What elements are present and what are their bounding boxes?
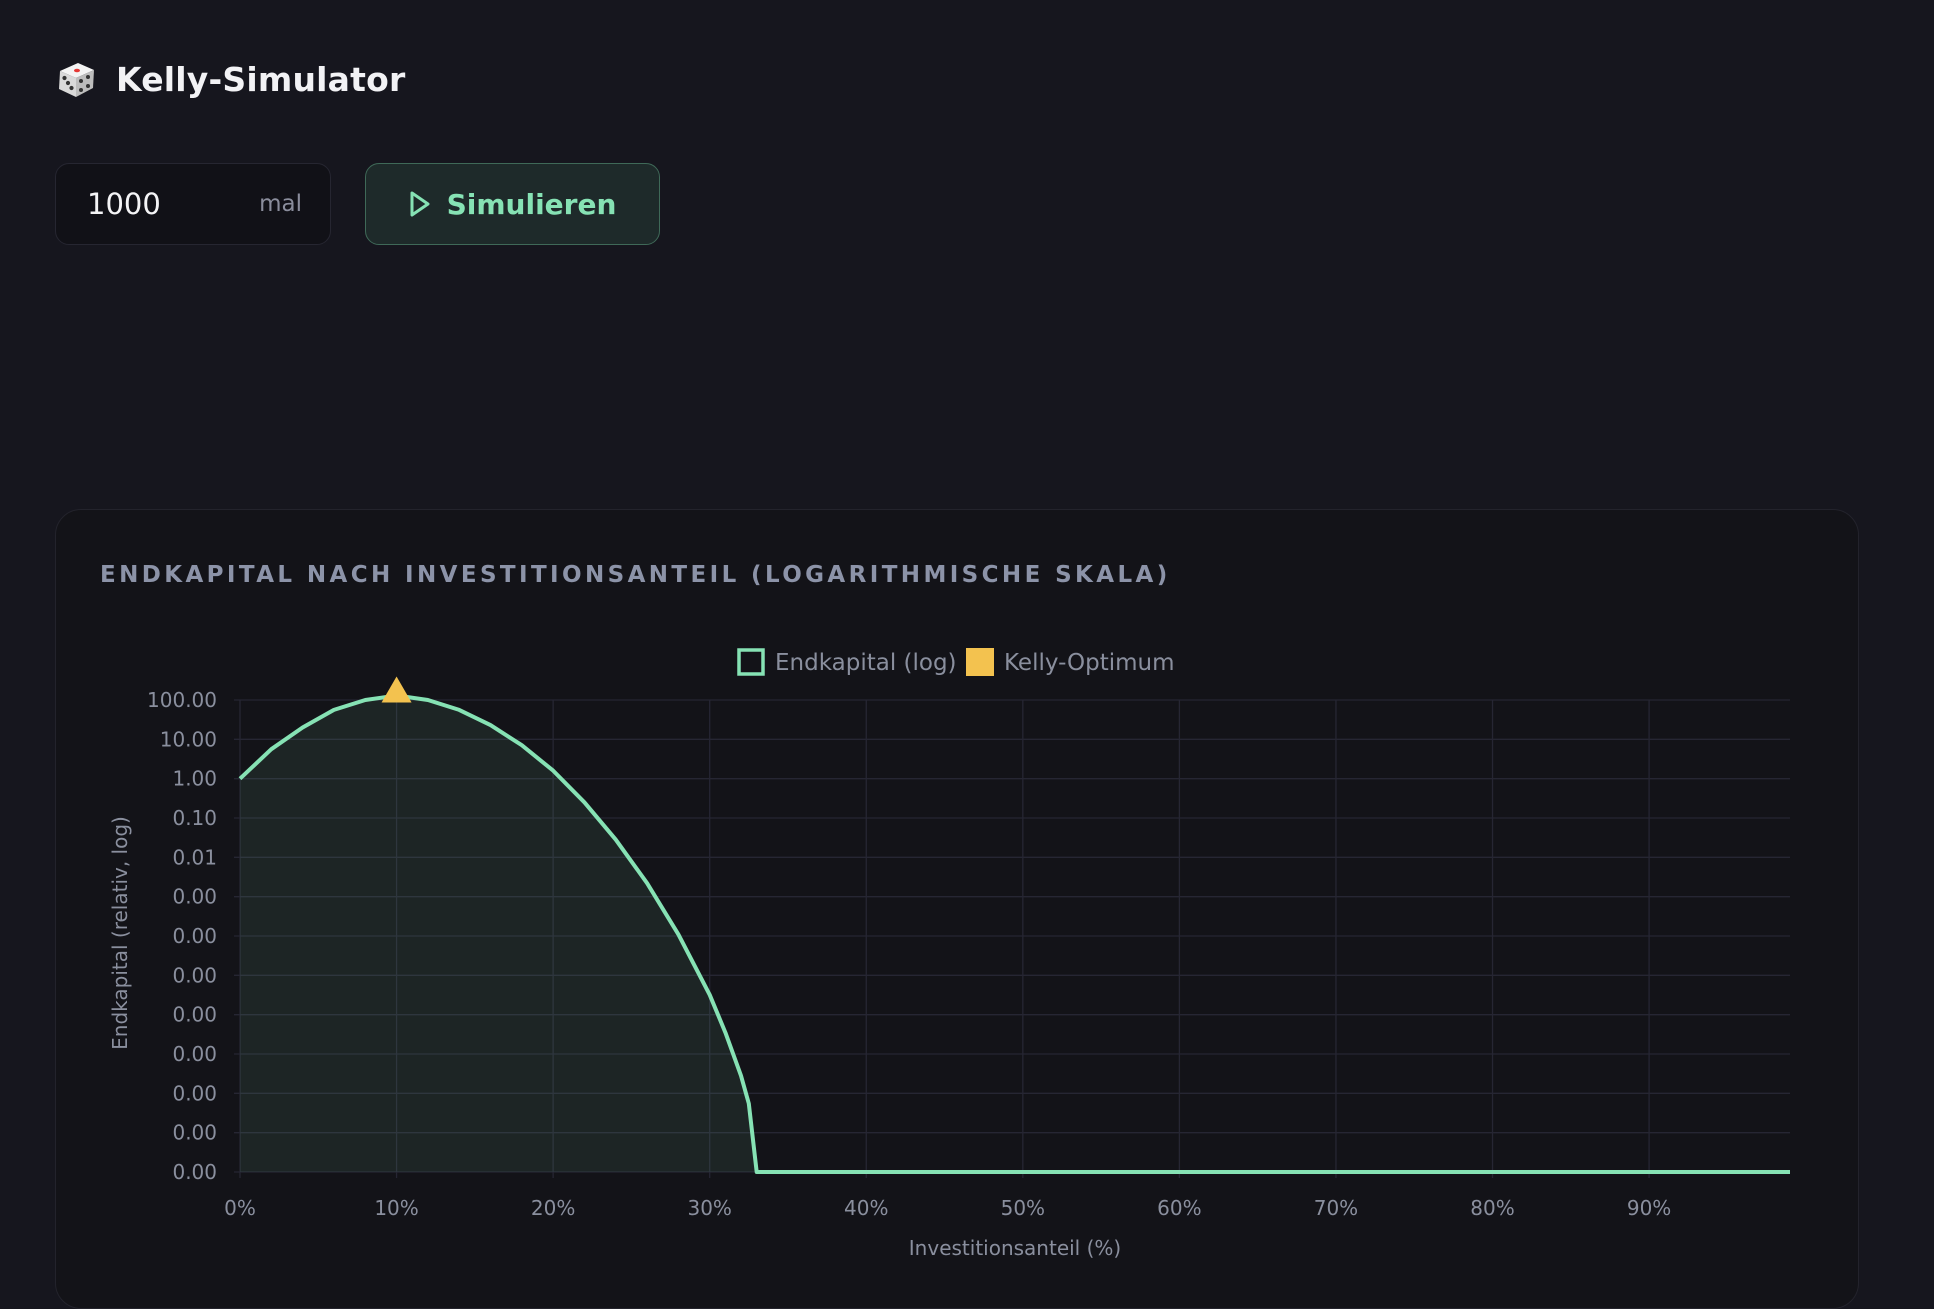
x-tick-label: 30%	[687, 1196, 731, 1220]
y-tick-label: 0.10	[172, 806, 217, 830]
legend-label-kelly-optimum: Kelly-Optimum	[1004, 650, 1175, 676]
y-tick-label: 0.00	[172, 1121, 217, 1145]
x-tick-label: 80%	[1470, 1196, 1514, 1220]
y-tick-label: 0.00	[172, 1042, 217, 1066]
y-tick-label: 0.00	[172, 924, 217, 948]
kelly-optimum-marker	[382, 677, 412, 703]
y-axis-label: Endkapital (relativ, log)	[108, 816, 132, 1050]
y-tick-label: 0.00	[172, 963, 217, 987]
x-tick-label: 50%	[1001, 1196, 1045, 1220]
x-tick-label: 40%	[844, 1196, 888, 1220]
y-tick-label: 0.01	[172, 845, 217, 869]
x-tick-label: 0%	[224, 1196, 256, 1220]
y-tick-label: 10.00	[160, 727, 217, 751]
legend-swatch-endkapital	[739, 650, 763, 674]
y-tick-label: 0.00	[172, 885, 217, 909]
y-tick-label: 0.00	[172, 1003, 217, 1027]
y-tick-label: 100.00	[147, 688, 217, 712]
y-tick-label: 1.00	[172, 767, 217, 791]
x-tick-label: 60%	[1157, 1196, 1201, 1220]
series-area-fill	[240, 696, 1790, 1173]
x-tick-label: 90%	[1627, 1196, 1671, 1220]
legend-swatch-kelly-optimum	[966, 648, 994, 676]
x-tick-label: 20%	[531, 1196, 575, 1220]
y-tick-label: 0.00	[172, 1160, 217, 1184]
x-tick-label: 70%	[1314, 1196, 1358, 1220]
legend-label-endkapital: Endkapital (log)	[775, 650, 957, 676]
x-tick-label: 10%	[374, 1196, 418, 1220]
y-tick-label: 0.00	[172, 1081, 217, 1105]
x-axis-label: Investitionsanteil (%)	[909, 1236, 1121, 1260]
